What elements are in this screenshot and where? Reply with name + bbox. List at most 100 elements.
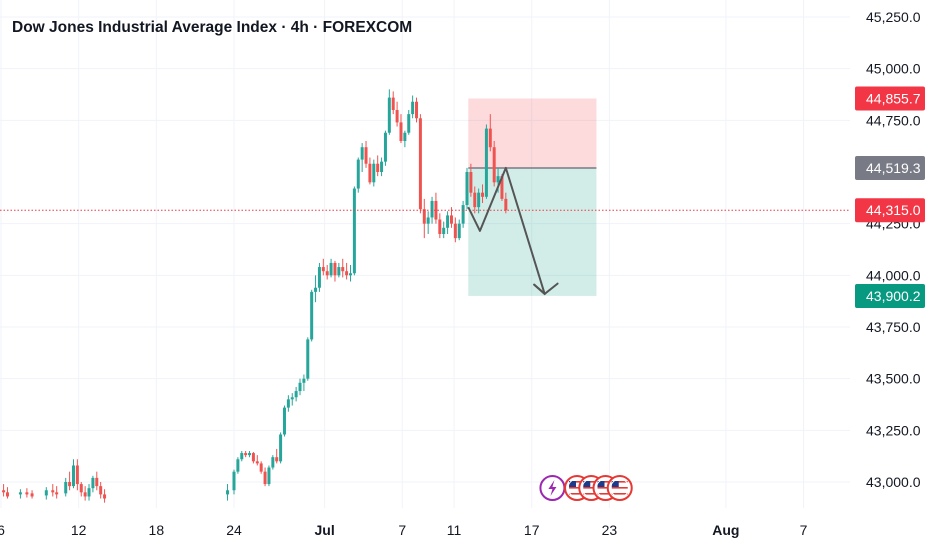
overlay (0, 166, 850, 296)
candle-body (294, 391, 298, 398)
candle (383, 130, 387, 166)
candle-body (329, 262, 333, 276)
candle-body (500, 176, 504, 199)
candle (465, 167, 469, 210)
candle-body (236, 459, 240, 472)
candle (484, 124, 488, 199)
us-flag-stripe (583, 493, 600, 495)
candle-body (360, 147, 364, 160)
event-markers[interactable] (539, 475, 633, 501)
price-tag-target[interactable]: 43,900.2 (855, 283, 925, 308)
candle-body (79, 484, 83, 493)
take-profit-zone[interactable] (468, 168, 597, 296)
candle (64, 477, 68, 497)
candle-body (356, 159, 360, 189)
candle-body (407, 114, 411, 133)
candle-body (302, 378, 306, 383)
candle (87, 484, 91, 501)
candle (251, 452, 255, 464)
candle (457, 219, 461, 241)
candle-body (275, 457, 279, 462)
candle (259, 461, 263, 474)
candle (267, 465, 271, 487)
price-tick-label: 44,750.0 (866, 112, 921, 128)
candle (298, 378, 302, 396)
candle (453, 217, 457, 243)
time-tick-label: 23 (602, 522, 618, 538)
us-flag-stripe (597, 487, 614, 489)
price-axis[interactable]: 45,250.045,000.044,750.044,250.044,000.0… (855, 9, 925, 490)
us-flag-stripe (611, 493, 628, 495)
us-flag-stripe (583, 490, 600, 492)
candle-body (5, 492, 9, 497)
projection-arrowhead-left (533, 283, 546, 295)
candle-body (298, 382, 302, 392)
price-tag-label: 44,855.7 (866, 90, 921, 106)
price-tag-entry[interactable]: 44,519.3 (855, 156, 925, 181)
candle (18, 489, 22, 499)
position-zones[interactable] (468, 98, 597, 296)
candle-body (87, 488, 91, 497)
us-flag-stripe (569, 481, 586, 483)
candle (306, 337, 310, 381)
candle (415, 97, 419, 123)
candle (310, 289, 314, 342)
candle-body (71, 465, 75, 487)
candle (279, 432, 283, 464)
price-tag-bg (855, 86, 925, 111)
time-tick-label: 17 (524, 522, 540, 538)
candle (449, 207, 453, 228)
candle-body (30, 493, 34, 497)
candle-body (380, 161, 384, 172)
candle-body (310, 291, 314, 340)
candle (430, 196, 434, 224)
price-tag-label: 43,900.2 (866, 288, 921, 304)
candle-body (18, 492, 22, 495)
candle-body (496, 176, 500, 183)
candle (71, 459, 75, 489)
candle (2, 484, 6, 497)
candle-body (282, 407, 286, 435)
time-axis[interactable]: 6 12 18 24 Jul 7 11 17 23 Aug 7 (0, 522, 808, 538)
candle (244, 451, 248, 458)
candle (232, 469, 236, 495)
candle-body (279, 434, 283, 462)
candle (364, 141, 368, 168)
us-flag-stripe (583, 487, 600, 489)
price-tick-label: 43,750.0 (866, 319, 921, 335)
candle (321, 258, 325, 276)
bolt-icon[interactable] (539, 475, 566, 501)
candle (411, 95, 415, 119)
candle-body (457, 223, 461, 239)
price-tick-label: 43,500.0 (866, 371, 921, 387)
time-tick-label: 6 (0, 522, 5, 538)
candle-body (383, 132, 387, 162)
us-flag-stripe (611, 481, 628, 483)
candle-body (306, 339, 310, 379)
us-flag-stripe (597, 481, 614, 483)
candle (395, 101, 399, 127)
candle-body (492, 147, 496, 183)
candle-body (290, 397, 294, 400)
candle (438, 213, 442, 239)
candle-body (337, 267, 341, 276)
candle-body (341, 267, 345, 272)
candle-body (387, 97, 391, 133)
candle (403, 130, 407, 148)
price-tag-stop[interactable]: 44,855.7 (855, 86, 925, 111)
candle-body (434, 200, 438, 220)
price-tag-current[interactable]: 44,315.0 (855, 198, 925, 223)
candle (387, 89, 391, 135)
candle-body (240, 453, 244, 460)
candle-body (477, 192, 481, 208)
candle-body (232, 471, 236, 491)
candle-body (430, 200, 434, 218)
time-tick-label: 24 (226, 522, 242, 538)
candle (51, 484, 55, 497)
us-flag-icon[interactable] (606, 475, 633, 501)
candle (442, 221, 446, 239)
chart-title: Dow Jones Industrial Average Index · 4h … (12, 19, 412, 36)
us-flag-canton (611, 481, 619, 487)
candle-body (263, 471, 267, 485)
